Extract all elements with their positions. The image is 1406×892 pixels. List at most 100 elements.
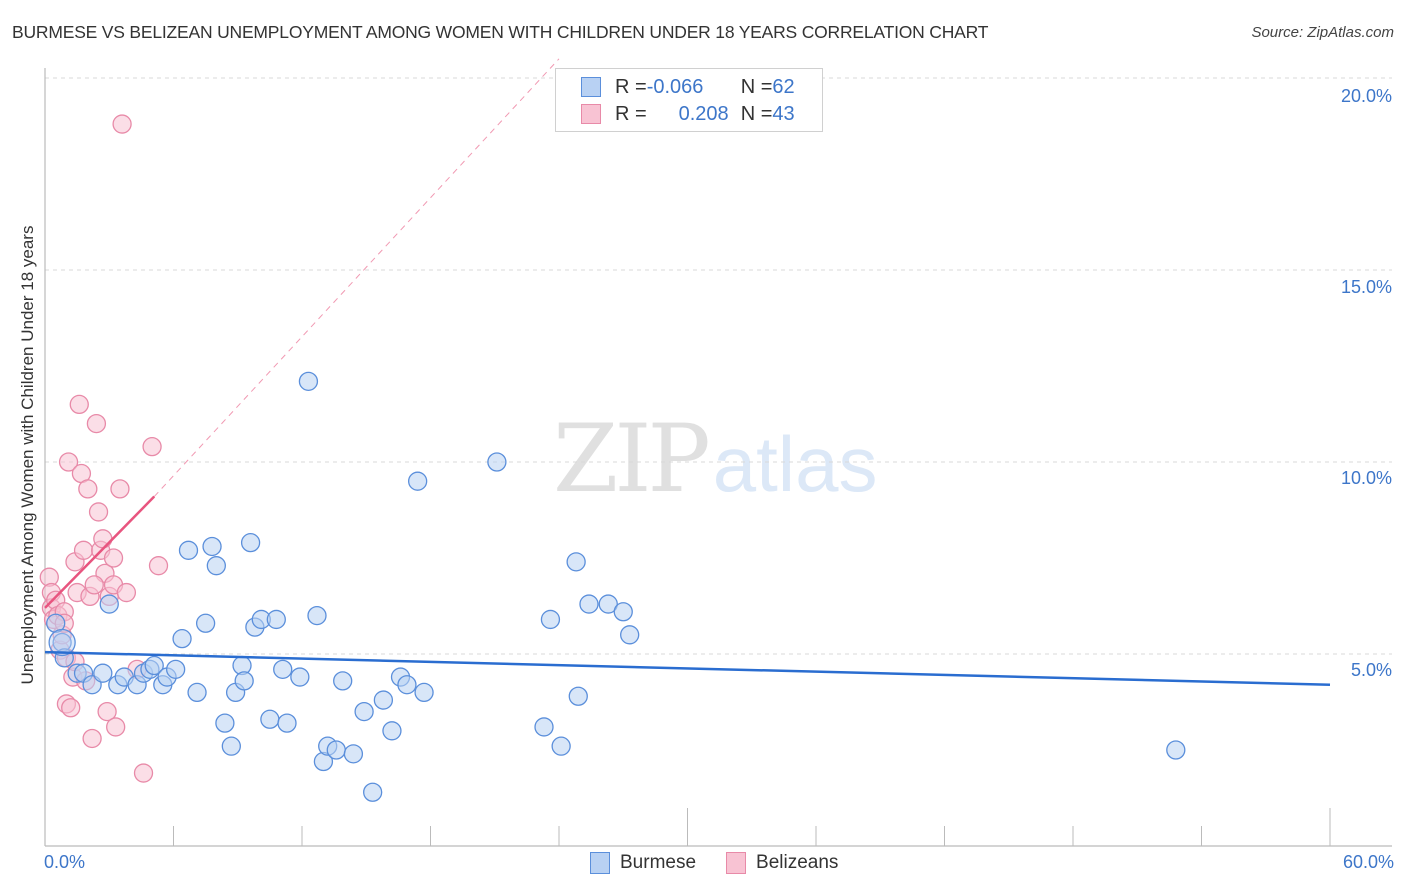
legend-row-belizeans: R = 0.208 N = 43 bbox=[581, 102, 795, 126]
data-point[interactable] bbox=[48, 628, 76, 657]
data-point[interactable] bbox=[240, 532, 261, 553]
data-point[interactable] bbox=[206, 556, 226, 576]
data-point[interactable] bbox=[84, 575, 104, 595]
data-point[interactable] bbox=[613, 602, 633, 622]
n-label: N = bbox=[740, 75, 773, 98]
data-point[interactable] bbox=[234, 671, 254, 691]
data-point[interactable] bbox=[551, 736, 571, 756]
r-label: R = bbox=[615, 102, 647, 125]
burmese-swatch bbox=[590, 852, 610, 874]
data-point[interactable] bbox=[106, 717, 126, 737]
watermark-zip: ZIP bbox=[553, 405, 711, 514]
series-legend: Burmese Belizeans bbox=[590, 852, 868, 874]
data-point[interactable] bbox=[88, 502, 109, 522]
data-point[interactable] bbox=[534, 717, 554, 737]
data-point[interactable] bbox=[144, 655, 164, 676]
data-point[interactable] bbox=[58, 452, 79, 472]
y-axis-label: Unemployment Among Women with Children U… bbox=[18, 225, 37, 685]
data-point[interactable] bbox=[165, 659, 186, 680]
data-point[interactable] bbox=[298, 371, 319, 392]
stats-legend: R = -0.066 N = 62 R = 0.208 N = 43 bbox=[555, 68, 823, 132]
burmese-trend-line bbox=[44, 650, 1331, 686]
data-point[interactable] bbox=[343, 744, 364, 764]
data-point[interactable] bbox=[112, 114, 132, 134]
belizeans-swatch bbox=[581, 104, 601, 124]
data-point[interactable] bbox=[277, 713, 297, 733]
data-point[interactable] bbox=[97, 701, 117, 722]
belizeans-points bbox=[39, 114, 169, 783]
data-point[interactable] bbox=[333, 671, 353, 691]
n-label: N = bbox=[740, 102, 773, 125]
data-point[interactable] bbox=[414, 682, 434, 703]
data-point[interactable] bbox=[221, 736, 241, 756]
trend-lines bbox=[44, 58, 1331, 686]
data-point[interactable] bbox=[487, 452, 507, 472]
data-point[interactable] bbox=[598, 594, 618, 614]
data-point[interactable] bbox=[195, 613, 216, 633]
data-point[interactable] bbox=[103, 548, 124, 568]
data-point[interactable] bbox=[382, 721, 402, 741]
data-point[interactable] bbox=[116, 582, 137, 603]
data-point[interactable] bbox=[93, 529, 113, 549]
data-point[interactable] bbox=[373, 690, 394, 710]
data-point[interactable] bbox=[290, 667, 310, 687]
data-point[interactable] bbox=[354, 701, 374, 722]
data-point[interactable] bbox=[215, 713, 235, 733]
data-point[interactable] bbox=[1166, 740, 1186, 760]
data-point[interactable] bbox=[142, 436, 162, 457]
legend-item-burmese[interactable]: Burmese bbox=[590, 852, 696, 874]
data-point[interactable] bbox=[266, 609, 286, 630]
gridlines bbox=[45, 77, 1392, 655]
data-point[interactable] bbox=[110, 479, 130, 499]
data-point[interactable] bbox=[46, 613, 66, 633]
x-tick-60: 60.0% bbox=[1342, 852, 1394, 872]
data-point[interactable] bbox=[407, 471, 428, 491]
data-point[interactable] bbox=[273, 659, 293, 680]
x-tick-0: 0.0% bbox=[44, 852, 86, 872]
data-point[interactable] bbox=[566, 552, 586, 572]
data-point[interactable] bbox=[540, 609, 561, 630]
data-point[interactable] bbox=[202, 536, 222, 557]
data-point[interactable] bbox=[172, 628, 192, 649]
r-value: 0.208 bbox=[647, 103, 729, 126]
source-label: Source: ZipAtlas.com bbox=[1251, 24, 1394, 41]
data-point[interactable] bbox=[93, 663, 113, 683]
y-tick-10: 10.0% bbox=[1340, 468, 1392, 488]
data-point[interactable] bbox=[260, 709, 280, 729]
r-value: -0.066 bbox=[646, 75, 704, 98]
r-value-text: 0.208 bbox=[678, 102, 729, 125]
legend-item-belizeans[interactable]: Belizeans bbox=[726, 852, 838, 874]
data-point[interactable] bbox=[187, 682, 207, 703]
n-value: 43 bbox=[772, 102, 795, 125]
belizeans-trend-line bbox=[44, 495, 156, 609]
data-point[interactable] bbox=[69, 394, 89, 415]
data-point[interactable] bbox=[86, 413, 107, 434]
data-point[interactable] bbox=[61, 698, 81, 718]
data-point[interactable] bbox=[620, 625, 640, 645]
data-point[interactable] bbox=[363, 782, 383, 802]
data-point[interactable] bbox=[99, 594, 119, 614]
legend-label: Belizeans bbox=[756, 852, 839, 873]
data-point[interactable] bbox=[579, 594, 599, 614]
y-tick-5: 5.0% bbox=[1350, 660, 1392, 680]
data-point[interactable] bbox=[568, 686, 588, 706]
data-point[interactable] bbox=[148, 556, 169, 576]
data-point[interactable] bbox=[326, 740, 346, 760]
data-point[interactable] bbox=[178, 540, 199, 560]
watermark: ZIPatlas bbox=[553, 405, 877, 514]
y-tick-15: 15.0% bbox=[1340, 277, 1392, 297]
data-point[interactable] bbox=[133, 763, 154, 783]
legend-row-burmese: R = -0.066 N = 62 bbox=[581, 75, 795, 99]
data-point[interactable] bbox=[73, 540, 94, 560]
data-point[interactable] bbox=[307, 605, 327, 626]
data-point[interactable] bbox=[78, 479, 98, 499]
data-point[interactable] bbox=[397, 675, 417, 695]
y-tick-20: 20.0% bbox=[1340, 86, 1392, 106]
axes bbox=[44, 68, 1392, 847]
belizeans-swatch bbox=[726, 852, 747, 874]
r-label: R = bbox=[615, 75, 647, 98]
legend-label: Burmese bbox=[620, 852, 697, 873]
burmese-swatch bbox=[581, 77, 601, 97]
data-point[interactable] bbox=[82, 728, 102, 749]
